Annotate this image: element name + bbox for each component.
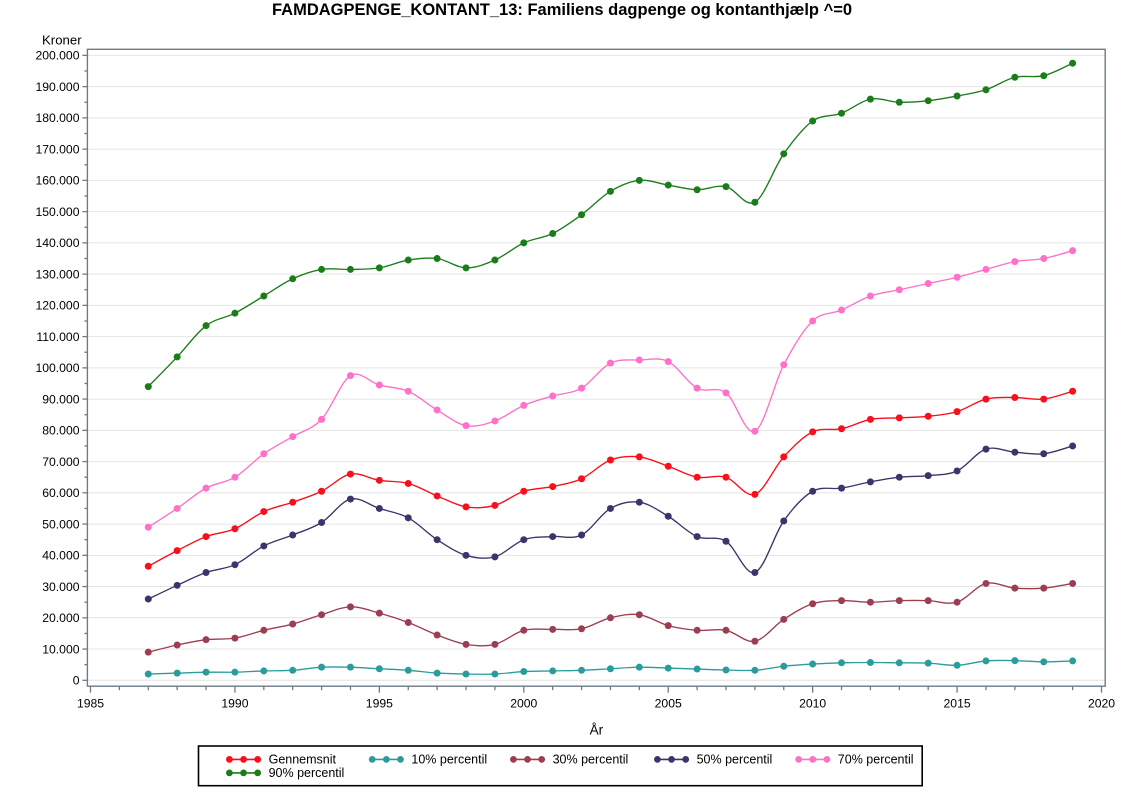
svg-text:År: År [590,723,604,738]
svg-text:120.000: 120.000 [35,299,79,313]
svg-text:50.000: 50.000 [42,517,79,531]
svg-text:20.000: 20.000 [42,611,79,625]
svg-text:2015: 2015 [944,696,971,710]
svg-text:50% percentil: 50% percentil [697,753,773,767]
svg-text:70.000: 70.000 [42,455,79,469]
svg-text:30.000: 30.000 [42,580,79,594]
svg-text:1990: 1990 [221,696,248,710]
svg-text:40.000: 40.000 [42,549,79,563]
svg-text:60.000: 60.000 [42,486,79,500]
svg-text:150.000: 150.000 [35,205,79,219]
svg-text:1985: 1985 [77,696,104,710]
svg-text:160.000: 160.000 [35,174,79,188]
svg-text:80.000: 80.000 [42,424,79,438]
svg-text:2005: 2005 [655,696,682,710]
svg-text:130.000: 130.000 [35,267,79,281]
svg-text:Gennemsnit: Gennemsnit [269,753,337,767]
svg-text:200.000: 200.000 [35,49,79,63]
svg-text:170.000: 170.000 [35,142,79,156]
svg-text:70% percentil: 70% percentil [838,753,914,767]
svg-text:110.000: 110.000 [36,330,79,344]
svg-text:2020: 2020 [1088,696,1115,710]
svg-text:FAMDAGPENGE_KONTANT_13: Famili: FAMDAGPENGE_KONTANT_13: Familiens dagpen… [272,1,852,19]
svg-text:1995: 1995 [366,696,393,710]
svg-text:100.000: 100.000 [35,361,79,375]
svg-text:10.000: 10.000 [42,642,79,656]
svg-text:10% percentil: 10% percentil [411,753,487,767]
svg-text:180.000: 180.000 [35,111,79,125]
svg-text:90.000: 90.000 [42,392,79,406]
svg-text:140.000: 140.000 [35,236,79,250]
svg-text:190.000: 190.000 [35,80,79,94]
svg-text:30% percentil: 30% percentil [553,753,629,767]
svg-text:2000: 2000 [510,696,537,710]
svg-text:0: 0 [73,674,80,688]
svg-text:Kroner: Kroner [42,32,82,47]
svg-text:90% percentil: 90% percentil [269,766,345,780]
svg-text:2010: 2010 [799,696,826,710]
